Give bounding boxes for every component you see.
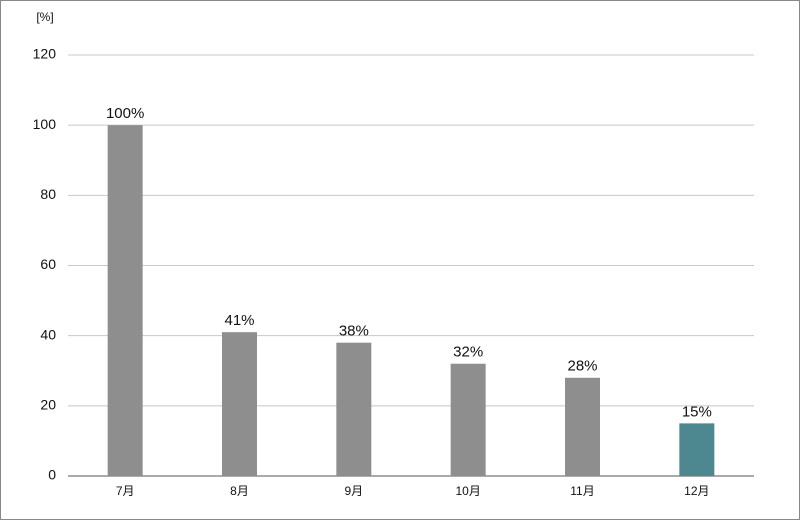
x-tick-label: 7月 bbox=[116, 484, 135, 498]
data-label: 100% bbox=[106, 105, 144, 122]
y-tick-label: 100 bbox=[33, 116, 57, 132]
y-tick-label: 0 bbox=[48, 467, 56, 483]
y-axis-label: [%] bbox=[36, 10, 53, 24]
bar bbox=[107, 125, 143, 477]
data-label: 38% bbox=[339, 323, 369, 340]
bar bbox=[679, 423, 715, 476]
x-tick-label: 12月 bbox=[684, 484, 709, 498]
bar bbox=[336, 342, 372, 476]
y-tick-label: 60 bbox=[40, 256, 56, 272]
x-tick-label: 10月 bbox=[455, 484, 480, 498]
data-label: 41% bbox=[224, 312, 254, 329]
data-label: 28% bbox=[567, 358, 597, 375]
y-tick-label: 80 bbox=[40, 186, 56, 202]
y-tick-label: 40 bbox=[40, 326, 56, 342]
x-tick-label: 9月 bbox=[344, 484, 363, 498]
bar bbox=[565, 377, 600, 476]
bar bbox=[222, 332, 257, 476]
data-label: 32% bbox=[453, 344, 483, 361]
data-label: 15% bbox=[682, 403, 712, 420]
y-tick-label: 120 bbox=[33, 46, 57, 62]
x-tick-label: 11月 bbox=[570, 484, 594, 498]
y-tick-label: 20 bbox=[40, 397, 56, 413]
bar bbox=[450, 363, 486, 476]
x-tick-label: 8月 bbox=[230, 484, 249, 498]
